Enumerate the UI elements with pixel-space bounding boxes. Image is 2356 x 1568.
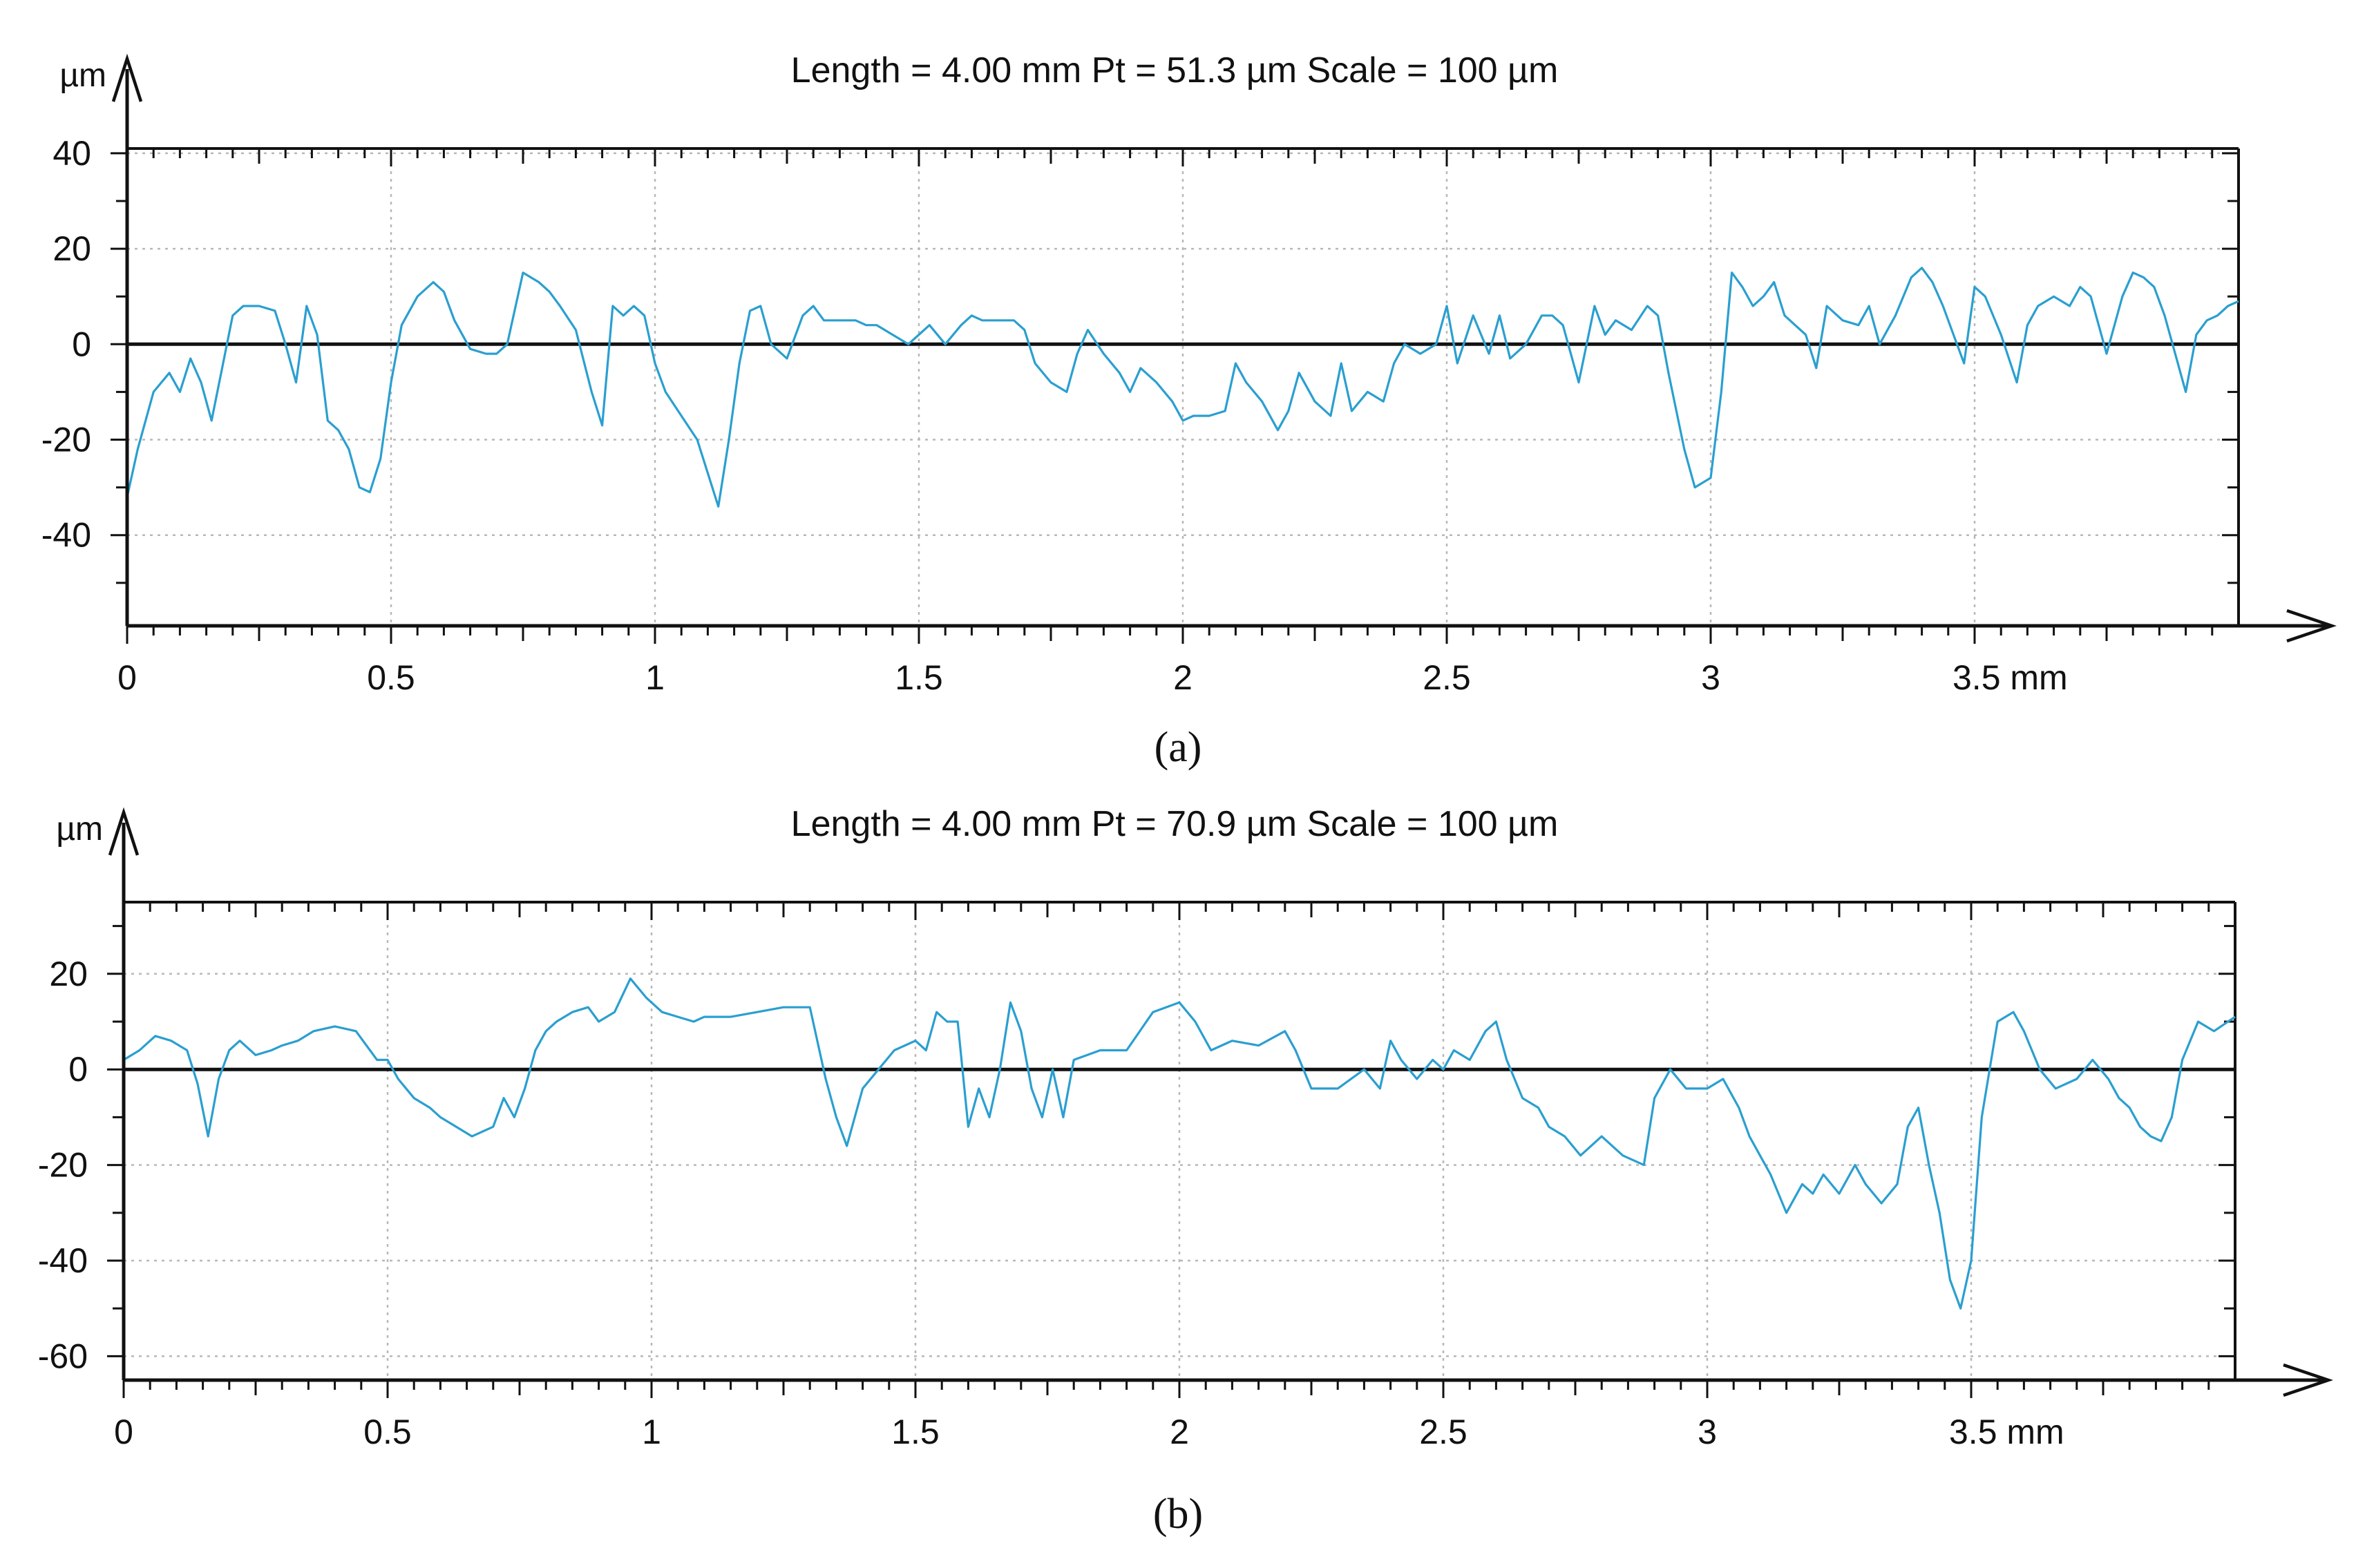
series-line-profile: [123, 977, 2236, 1310]
x-tick-label: 3: [1701, 658, 1720, 697]
y-tick-label: -40: [41, 516, 91, 555]
x-tick-label: 1: [645, 658, 665, 697]
x-axis-arrow: [2283, 1363, 2334, 1397]
x-tick-label: 3: [1698, 1413, 1717, 1451]
x-tick-label: 3.5 mm: [1953, 658, 2068, 697]
y-axis-arrow: [111, 53, 143, 102]
y-tick-label: -20: [38, 1146, 88, 1185]
x-tick-label: 2.5: [1423, 658, 1471, 697]
x-tick-label: 0: [114, 1413, 133, 1451]
chart-title: Length = 4.00 mm Pt = 70.9 µm Scale = 10…: [791, 804, 1559, 844]
y-tick-label: -20: [41, 421, 91, 459]
y-tick-label: 0: [68, 1050, 88, 1089]
panel-caption: (b): [1153, 1491, 1203, 1538]
x-tick-label: 0.5: [367, 658, 415, 697]
panel-caption: (a): [1155, 724, 1202, 771]
x-tick-label: 3.5 mm: [1949, 1413, 2064, 1451]
x-tick-label: 2: [1173, 658, 1193, 697]
x-tick-label: 1.5: [895, 658, 943, 697]
panel-b: 0 0.5 1 1.5 2 2.5 3 3.5 mm 20 0 -20 -40 -60 µm Length …: [38, 804, 2334, 1538]
y-tick-label: -40: [38, 1241, 88, 1280]
y-tick-label: 40: [53, 134, 91, 173]
y-unit-label: µm: [56, 811, 103, 848]
series-line-profile: [126, 267, 2239, 508]
y-tick-label: 20: [53, 229, 91, 268]
y-tick-label: -60: [38, 1337, 88, 1375]
x-tick-label: 2.5: [1419, 1413, 1467, 1451]
y-unit-label: µm: [59, 57, 106, 94]
chart-title: Length = 4.00 mm Pt = 51.3 µm Scale = 10…: [791, 50, 1559, 90]
x-axis-arrow: [2286, 609, 2337, 643]
y-axis-arrow: [108, 807, 140, 856]
y-tick-label: 0: [72, 325, 91, 363]
x-tick-label: 0: [117, 658, 137, 697]
x-tick-label: 2: [1170, 1413, 1189, 1451]
x-tick-label: 1.5: [891, 1413, 940, 1451]
x-tick-label: 0.5: [363, 1413, 412, 1451]
y-tick-label: 20: [49, 955, 88, 993]
panel-a: 0 0.5 1 1.5 2 2.5 3 3.5 mm 40 20 0 -20 -40 µm Length =…: [41, 50, 2337, 771]
x-tick-label: 1: [642, 1413, 661, 1451]
